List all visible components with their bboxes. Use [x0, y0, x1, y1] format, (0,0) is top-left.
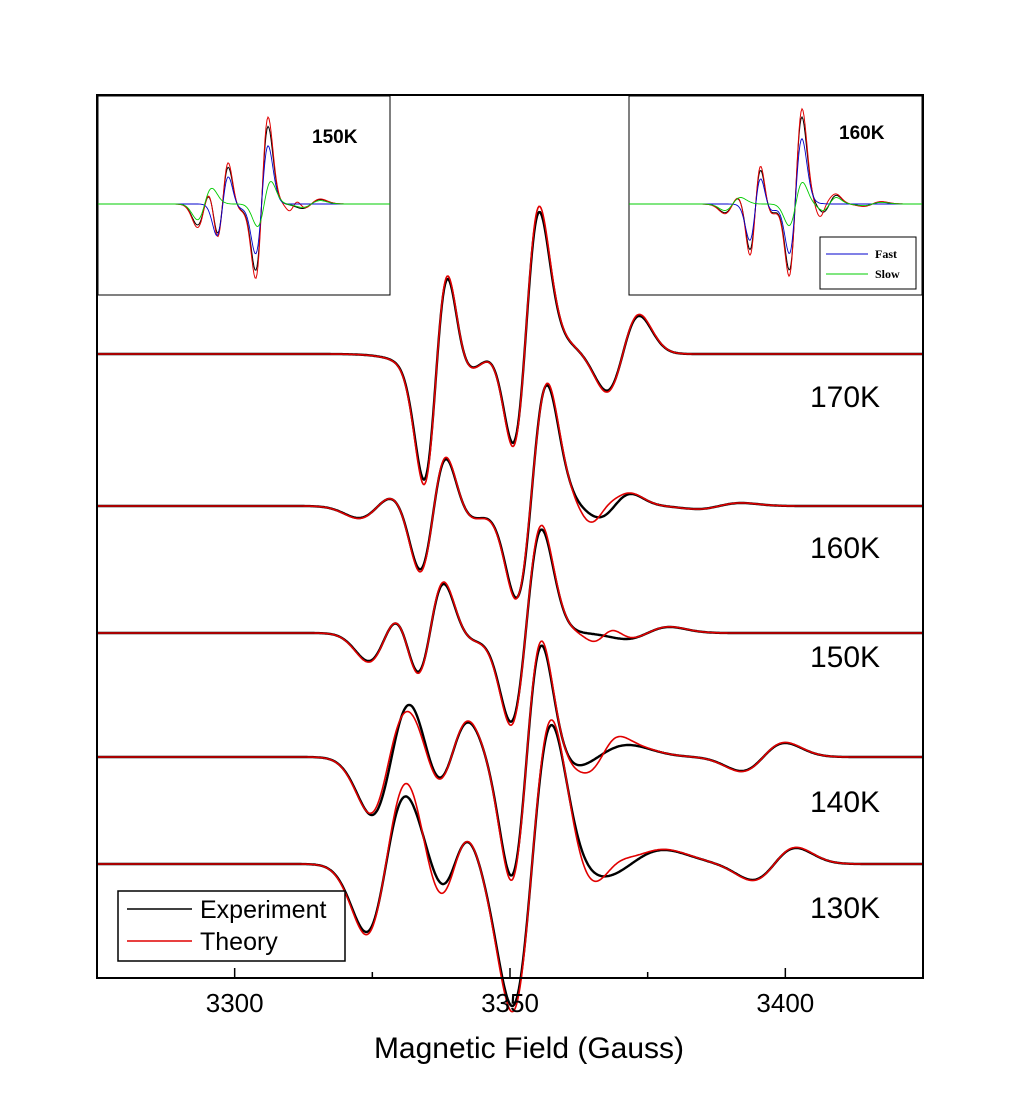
- temperature-label-150k: 150K: [810, 641, 880, 674]
- inset-series-slow: [629, 182, 922, 227]
- inset-150k-temperature: 150K: [312, 127, 358, 148]
- inset-160k-temperature: 160K: [839, 123, 885, 144]
- main-plot: [98, 205, 922, 1013]
- inset-150k-frame: [97, 95, 391, 296]
- series-theory-140k: [98, 640, 922, 882]
- series-theory-160k: [98, 382, 922, 600]
- inset-series-slow: [98, 180, 390, 227]
- temperature-label-130k: 130K: [810, 892, 880, 925]
- series-experiment-140k: [98, 644, 922, 877]
- inset-150k: 150K: [97, 95, 391, 296]
- legend: Experiment Theory: [117, 890, 346, 962]
- series-experiment-130k: [98, 723, 922, 1008]
- temperature-label-170k: 170K: [810, 381, 880, 414]
- inset-legend-label-fast: Fast: [875, 247, 897, 261]
- x-tick-label-3400: 3400: [756, 988, 814, 1018]
- series-experiment-160k: [98, 383, 922, 600]
- temperature-label-140k: 140K: [810, 786, 880, 819]
- x-axis-title: Magnetic Field (Gauss): [374, 1032, 684, 1065]
- temperature-labels: 170K 160K 150K 140K 130K: [810, 381, 880, 925]
- legend-box: [117, 890, 346, 962]
- x-tick-label-3300: 3300: [206, 988, 264, 1018]
- legend-label-experiment: Experiment: [200, 896, 326, 924]
- inset-150k-curves: [98, 115, 390, 279]
- series-theory-130k: [98, 719, 922, 1013]
- inset-160k-legend: Fast Slow: [819, 236, 917, 290]
- series-theory-150k: [98, 524, 922, 727]
- x-tick-label-3350: 3350: [481, 988, 539, 1018]
- inset-160k-curves: [629, 107, 922, 278]
- series-theory-170k: [98, 205, 922, 486]
- temperature-label-160k: 160K: [810, 532, 880, 565]
- x-axis: 3300 3350 3400: [96, 968, 924, 1018]
- inset-legend-label-slow: Slow: [875, 267, 900, 281]
- legend-label-theory: Theory: [200, 928, 278, 956]
- inset-legend-box: [819, 236, 917, 290]
- inset-160k: 160K Fast Slow: [628, 95, 923, 296]
- series-experiment-150k: [98, 528, 922, 723]
